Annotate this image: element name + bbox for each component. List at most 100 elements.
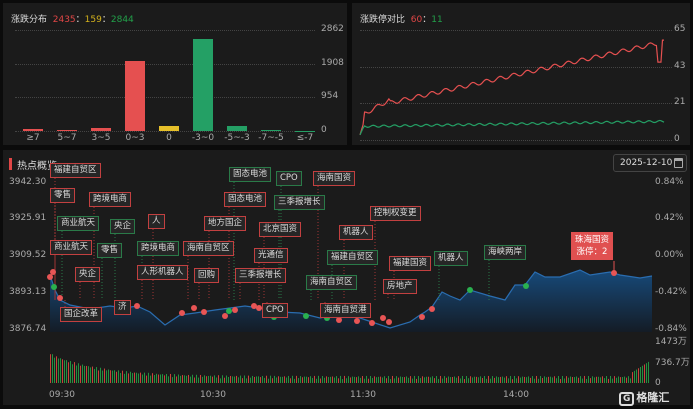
dist-bar [91,127,111,131]
hot-topic-tag[interactable]: 固态电池 [229,167,272,182]
volume-bar [134,372,135,383]
volume-bar [284,376,285,383]
hot-topic-tag[interactable]: CPO [262,303,288,318]
price-area [50,270,652,332]
calendar-icon[interactable] [674,158,683,168]
hot-topic-tag[interactable]: 国企改革 [60,307,103,322]
volume-bar [330,376,331,383]
volume-bar [444,376,445,383]
volume-bar [56,356,57,383]
volume-bar [120,373,121,383]
volume-bar [122,370,123,383]
hot-topic-tag[interactable]: 海南自贸港 [320,303,371,318]
volume-bar [78,363,79,383]
volume-bar [372,377,373,383]
date-picker[interactable]: 2025-12-10 [613,154,687,172]
volume-bar [282,376,283,383]
hot-topic-tag[interactable]: 零售 [50,188,76,203]
volume-bar [308,377,309,383]
volume-bar [200,374,201,383]
volume-bar [194,377,195,383]
hot-topic-tag[interactable]: 机器人 [339,225,373,240]
volume-bar [418,376,419,383]
hot-topic-tag[interactable]: 商业航天 [50,240,93,255]
hot-topic-tag[interactable]: 海峡两岸 [484,245,527,260]
hot-topic-tag[interactable]: 央企 [110,219,136,234]
volume-bar [336,376,337,383]
hot-topic-tag[interactable]: 三季报增长 [235,268,286,283]
volume-bar [222,375,223,383]
volume-bar [214,375,215,383]
hot-topic-tag[interactable]: 控制权变更 [370,206,421,221]
hot-topic-tag[interactable]: 福建自贸区 [327,250,378,265]
event-dot [57,295,63,301]
time-tick: 09:30 [49,390,75,400]
volume-bar [160,374,161,383]
hot-topic-tag[interactable]: 固态电池 [224,192,267,207]
x-tick: 5~7 [57,133,77,143]
hot-topic-tag[interactable]: 人 [148,214,165,229]
volume-bar [440,375,441,383]
hot-topic-tag[interactable]: 房地产 [383,279,417,294]
volume-bar [634,370,635,383]
distribution-panel: 涨跌分布 2435：159：2844 2862 1908 954 0 ≥7 5~7 3~5 0… [3,3,347,145]
volume-bar [586,378,587,383]
hot-topic-tag[interactable]: 北京国资 [259,222,302,237]
hot-topic-tag[interactable]: 回购 [194,268,220,283]
event-dot [222,313,228,319]
hot-topic-tag[interactable]: 济 [114,300,131,315]
volume-bar [296,375,297,383]
volume-bar [62,359,63,383]
hot-topic-tag[interactable]: 福建国资 [389,256,432,271]
dist-bar [23,129,43,131]
hot-topic-tag[interactable]: 海南自贸区 [183,241,234,256]
volume-bar [396,376,397,383]
x-tick: 0 [166,133,172,143]
x-tick: ≤-7 [296,133,314,143]
hot-topic-tag[interactable]: 跨境电商 [89,192,132,207]
hot-topic-tag[interactable]: 海南自贸区 [306,275,357,290]
grid-line [360,66,672,68]
volume-bar [414,375,415,383]
volume-bar [208,375,209,383]
price-tick: 3942.30 [9,177,47,187]
volume-bar [504,377,505,383]
hot-topic-tag[interactable]: 机器人 [434,251,468,266]
volume-bar [152,373,153,383]
hot-topic-tag[interactable]: 央企 [75,267,101,282]
volume-bar [568,377,569,383]
hot-topic-tag[interactable]: 海南国资 [313,171,356,186]
hot-topic-tag[interactable]: 零售 [97,243,123,258]
hot-topic-tag[interactable]: 商业航天 [57,216,100,231]
hot-topic-tag[interactable]: 三季报增长 [274,195,325,210]
event-dot [50,269,56,275]
event-dot [232,307,238,313]
hot-topic-tag[interactable]: 光通信 [254,248,288,263]
x-tick: 3~5 [91,133,111,143]
volume-bar [140,372,141,383]
hot-topic-tag[interactable]: 人形机器人 [137,265,188,280]
volume-bar [182,375,183,383]
hot-topic-tag[interactable]: CPO [276,171,302,186]
hot-topic-tag[interactable]: 福建自贸区 [50,163,101,178]
volume-bar [526,377,527,383]
volume-bar [528,376,529,383]
y-tick: 1908 [321,57,344,68]
volume-bar [542,378,543,383]
volume-bar [136,372,137,383]
price-tick: 3876.74 [9,324,47,334]
volume-bar [446,377,447,383]
volume-bar [408,377,409,383]
volume-bar [608,378,609,383]
volume-bar [644,364,645,383]
volume-bar [342,379,343,383]
pct-tick: 0.84% [655,177,684,187]
volume-bar [138,373,139,383]
hot-topic-tag[interactable]: 地方国企 [204,216,247,231]
volume-bar [244,375,245,383]
volume-bar [626,377,627,383]
hot-topic-tag[interactable]: 跨境电商 [137,241,180,256]
volume-bar [86,365,87,383]
volume-bar [172,377,173,383]
event-dot [354,318,360,324]
